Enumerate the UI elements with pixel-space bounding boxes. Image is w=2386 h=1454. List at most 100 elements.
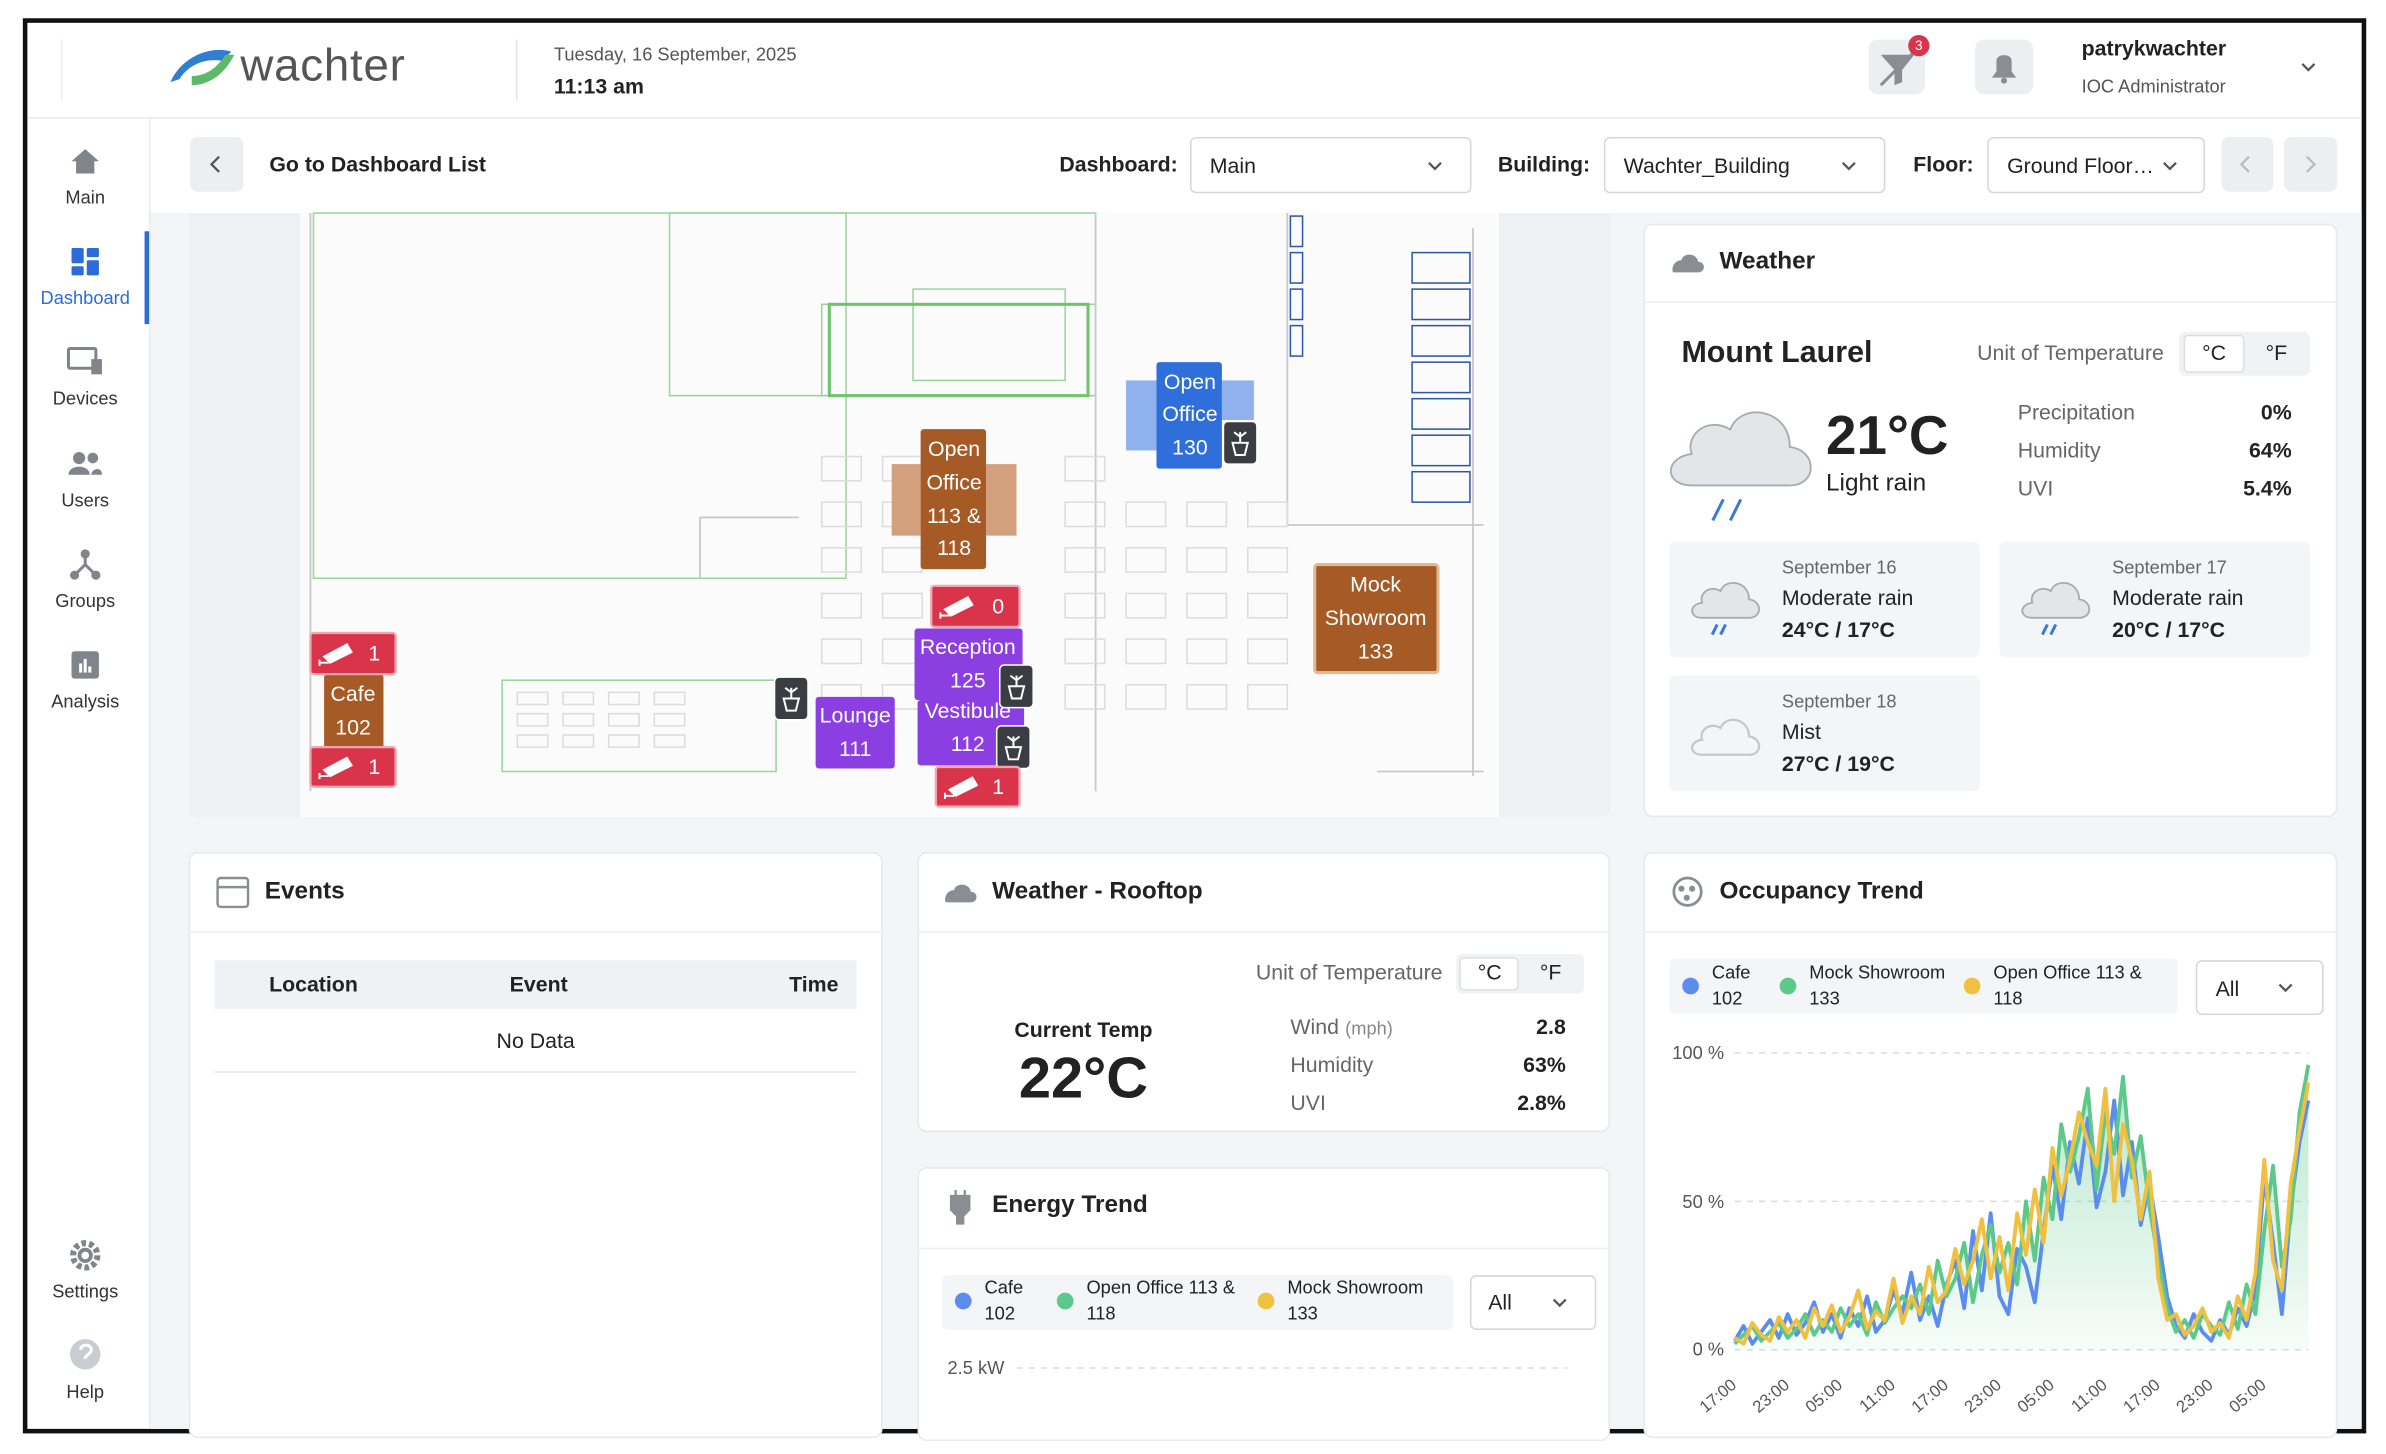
legend-label: Cafe 102 <box>984 1276 1024 1324</box>
nav-item[interactable]: Help <box>66 1381 104 1403</box>
nav-item[interactable]: Dashboard <box>40 287 130 309</box>
plan-desk <box>1064 592 1106 619</box>
room-label: 130 <box>1172 436 1208 460</box>
nav-item[interactable]: Main <box>65 186 106 209</box>
chevron <box>1428 162 1442 171</box>
room-label: 112 <box>951 732 985 756</box>
forecast-range: 27°C / 19°C <box>1781 751 1895 776</box>
camera-count: 1 <box>992 775 1004 799</box>
legend-box <box>1669 958 2178 1014</box>
unit-option[interactable]: °F <box>2265 340 2288 365</box>
user-name: patrykwachter <box>2081 35 2227 61</box>
plan-desk <box>1186 592 1228 619</box>
plan-room <box>1411 324 1471 357</box>
back-button[interactable] <box>190 136 244 192</box>
empty-message: No Data <box>496 1028 575 1053</box>
weather-icon <box>1690 718 1761 756</box>
camera-glyph <box>939 595 974 619</box>
icon-shape <box>91 359 102 375</box>
icon-shape <box>66 346 98 370</box>
room-side <box>1126 380 1157 451</box>
camera-count: 1 <box>368 642 380 666</box>
plan-room <box>820 303 1097 397</box>
sensor-glyph <box>1004 735 1023 761</box>
select-value[interactable]: All <box>2215 976 2240 1001</box>
back-link[interactable]: Go to Dashboard List <box>269 151 486 176</box>
chevron <box>2239 155 2250 173</box>
dashboard-select[interactable] <box>1189 136 1472 194</box>
plan-desk <box>562 734 595 748</box>
plan-desk <box>653 691 686 706</box>
stat-label: UVI <box>1290 1090 1326 1115</box>
icon-shape <box>69 570 80 580</box>
calendar-icon <box>216 876 250 909</box>
y-tick-label: 50 % <box>1682 1190 1725 1212</box>
select-value[interactable]: Ground Floor… <box>2007 153 2154 178</box>
select-value[interactable]: All <box>1488 1289 1512 1315</box>
plan-room <box>1411 288 1471 321</box>
column-header: Time <box>789 971 839 997</box>
select-value[interactable]: Wachter_Building <box>1623 153 1790 178</box>
room <box>1313 563 1440 675</box>
legend-swatch <box>1682 977 1699 995</box>
stat-label: Precipitation <box>2017 399 2135 424</box>
x-tick-label: 23:00 <box>1961 1375 2005 1416</box>
help-icon <box>69 1339 101 1370</box>
card-divider <box>188 931 883 933</box>
series-select[interactable] <box>2195 960 2324 1015</box>
x-tick-label: 17:00 <box>1908 1375 1952 1416</box>
plan-room <box>1289 288 1304 321</box>
unit-option[interactable]: °F <box>1539 959 1562 984</box>
icon-shape <box>79 1343 93 1360</box>
plan-desk <box>820 638 863 665</box>
column-header: Location <box>269 971 358 997</box>
building-select[interactable] <box>1603 136 1886 194</box>
select-value[interactable]: Main <box>1209 153 1256 178</box>
nav-item[interactable]: Users <box>61 489 110 511</box>
prev-floor-button[interactable] <box>2221 136 2274 192</box>
unit-option[interactable]: °C <box>1477 959 1502 984</box>
plan-desk <box>1125 501 1167 528</box>
chevron <box>1552 1298 1567 1308</box>
y-tick-label: 100 % <box>1672 1042 1725 1064</box>
groups-icon <box>69 549 101 580</box>
room-label: Reception <box>920 635 1016 659</box>
plan-desk <box>607 712 640 727</box>
icon-shape <box>87 452 99 464</box>
weather-icon <box>2021 582 2091 636</box>
legend-label: Open Office 113 & 118 <box>1086 1276 1236 1324</box>
card-divider <box>1643 931 2338 933</box>
temperature: 22°C <box>1018 1047 1149 1112</box>
brand-divider <box>515 39 518 101</box>
next-floor-button[interactable] <box>2284 136 2338 192</box>
unit-option-active[interactable] <box>1459 957 1519 991</box>
nav-item[interactable]: Settings <box>52 1280 119 1303</box>
plan-desk <box>1186 683 1228 710</box>
icon-shape <box>88 666 92 673</box>
unit-option-active[interactable] <box>2183 334 2245 373</box>
camera-count: 1 <box>368 755 380 779</box>
unit-option[interactable]: °C <box>2202 340 2227 365</box>
x-tick-label: 05:00 <box>2014 1375 2058 1416</box>
x-tick-label: 05:00 <box>2225 1375 2269 1416</box>
plan-desk <box>1186 501 1228 528</box>
icon-shape <box>68 466 102 475</box>
main-icon <box>71 149 99 174</box>
nav-item[interactable]: Analysis <box>51 690 120 712</box>
room-label: Office <box>1162 402 1217 426</box>
series-select[interactable] <box>1469 1275 1597 1330</box>
forecast-date: September 17 <box>2112 556 2227 578</box>
camera-badge <box>309 746 397 788</box>
nav-item[interactable]: Devices <box>52 387 118 410</box>
plan-room <box>827 302 1090 398</box>
floor-select[interactable] <box>1987 136 2205 194</box>
nav-item[interactable]: Groups <box>55 590 116 612</box>
analysis-icon <box>71 651 99 679</box>
header-left-divider <box>60 39 63 101</box>
forecast-range: 24°C / 17°C <box>1781 617 1895 642</box>
room <box>324 674 384 749</box>
cloud <box>2021 582 2091 619</box>
plan-desk <box>1064 455 1106 482</box>
stat-label: Humidity <box>2017 437 2101 462</box>
room-label: Showroom <box>1325 606 1427 630</box>
